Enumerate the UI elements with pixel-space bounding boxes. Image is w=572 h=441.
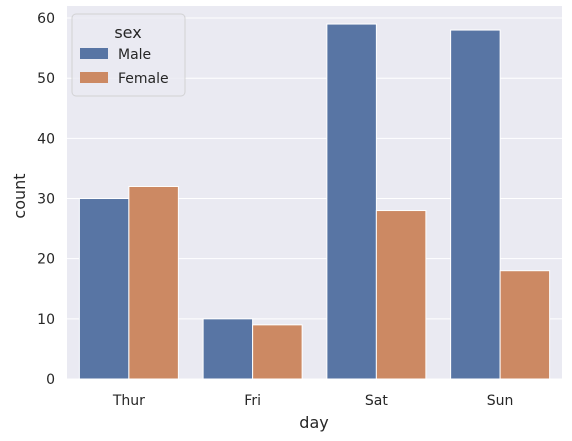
- legend-title: sex: [114, 23, 141, 42]
- bar-male-thur: [78, 198, 130, 380]
- bar-female-sat: [375, 210, 427, 380]
- y-axis-label: count: [10, 173, 29, 218]
- legend-swatch-female: [80, 72, 108, 83]
- y-tick-label-20: 20: [37, 252, 55, 268]
- legend: sex Male Female: [71, 13, 186, 97]
- x-tick-label-thur: Thur: [112, 393, 145, 409]
- bar-male-fri: [202, 318, 254, 380]
- x-tick-label-sun: Sun: [487, 393, 514, 409]
- y-tick-label-50: 50: [37, 71, 55, 87]
- bar-female-sun: [499, 270, 551, 380]
- legend-label-female: Female: [118, 71, 169, 87]
- y-tick-label-0: 0: [46, 372, 55, 388]
- legend-swatch-male: [80, 48, 108, 59]
- y-tick-label-30: 30: [37, 192, 55, 208]
- x-tick-label-sat: Sat: [365, 393, 388, 409]
- x-tick-label-fri: Fri: [244, 393, 261, 409]
- y-tick-label-10: 10: [37, 312, 55, 328]
- bars: [78, 23, 551, 380]
- bar-male-sat: [326, 23, 377, 380]
- bar-female-fri: [252, 324, 303, 380]
- y-tick-label-60: 60: [37, 11, 55, 27]
- x-axis-label: day: [299, 413, 328, 432]
- y-tick-labels: 0 10 20 30 40 50 60: [37, 11, 55, 388]
- bar-male-sun: [450, 29, 501, 380]
- x-tick-labels: Thur Fri Sat Sun: [112, 393, 514, 409]
- bar-female-thur: [128, 185, 179, 380]
- y-tick-label-40: 40: [37, 131, 55, 147]
- legend-label-male: Male: [118, 47, 151, 63]
